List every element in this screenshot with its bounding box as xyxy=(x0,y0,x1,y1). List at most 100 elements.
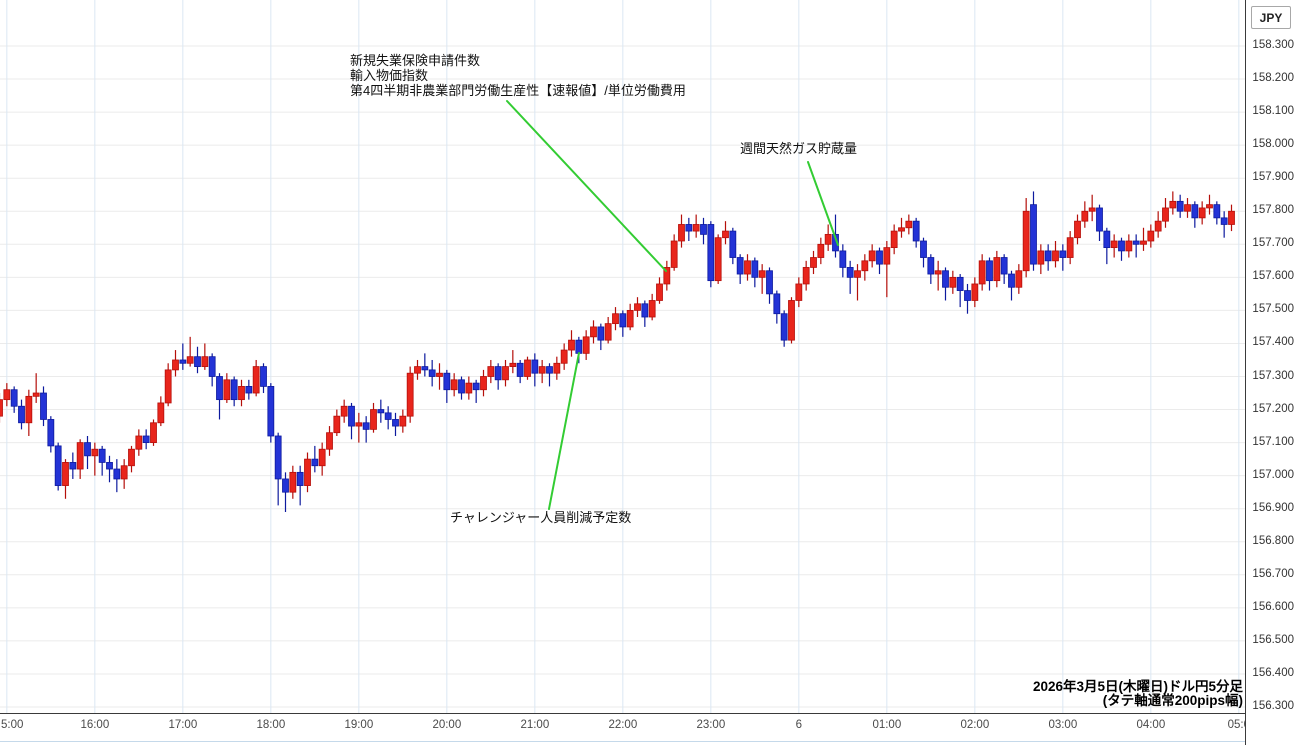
time-axis-label: 04:00 xyxy=(1136,719,1166,731)
candle-body xyxy=(98,448,106,463)
candle-body xyxy=(597,326,605,341)
candle-body xyxy=(516,362,524,377)
price-axis-label: 158.000 xyxy=(1252,138,1294,151)
candle-body xyxy=(1213,204,1221,219)
candle-body xyxy=(876,250,883,265)
candle-body xyxy=(810,257,817,268)
price-axis-label: 157.400 xyxy=(1252,336,1294,349)
candle-body xyxy=(758,270,766,278)
candle-body xyxy=(722,230,729,239)
candle-body xyxy=(106,462,113,470)
price-axis-label: 156.800 xyxy=(1252,534,1294,547)
price-axis-label: 156.600 xyxy=(1252,600,1294,613)
candle-body xyxy=(1000,257,1008,275)
candle-body xyxy=(120,465,128,480)
price-axis-label: 157.700 xyxy=(1252,237,1294,250)
candle-body xyxy=(538,366,546,374)
candle-body xyxy=(1140,240,1147,245)
candle-body xyxy=(788,300,795,341)
candle-body xyxy=(76,442,84,470)
candle-body xyxy=(326,432,333,450)
candle-body xyxy=(384,412,392,420)
candle-body xyxy=(986,260,993,282)
candle-body xyxy=(1088,207,1096,212)
candle-body xyxy=(1191,204,1199,219)
price-axis-label: 157.800 xyxy=(1252,204,1294,217)
price-axis-panel: JPY 158.300 158.200 158.100 158.000 157.900 1… xyxy=(1245,0,1300,745)
candle-body xyxy=(465,382,473,394)
candle-body xyxy=(1162,207,1169,222)
price-axis-label: 157.600 xyxy=(1252,270,1294,283)
currency-label: JPY xyxy=(1259,10,1283,25)
candle-body xyxy=(47,419,55,447)
price-axis-label: 156.500 xyxy=(1252,633,1294,646)
candle-body xyxy=(780,313,788,341)
candle-body xyxy=(1169,200,1177,209)
candle-body xyxy=(927,257,935,275)
chart-caption-line1: 2026年3月5日(木曜日)ドル円5分足 xyxy=(1032,679,1243,694)
candle-body xyxy=(230,379,238,401)
candle-body xyxy=(245,386,253,394)
candle-body xyxy=(62,462,69,486)
candle-body xyxy=(934,270,942,275)
candle-body xyxy=(1228,210,1235,225)
candle-body xyxy=(802,267,810,285)
candle-body xyxy=(1206,204,1213,209)
candle-body xyxy=(993,257,1001,282)
candle-body xyxy=(480,376,487,391)
candle-body xyxy=(164,369,172,404)
price-axis-label: 157.200 xyxy=(1252,402,1294,415)
candle-body xyxy=(964,290,971,301)
price-axis-label: 157.900 xyxy=(1252,171,1294,184)
candle-body xyxy=(1066,237,1074,258)
candle-body xyxy=(619,313,627,328)
candle-body xyxy=(942,270,949,288)
candle-body xyxy=(890,230,898,249)
candle-body xyxy=(1022,210,1030,272)
candle-body xyxy=(854,270,861,278)
candle-body xyxy=(333,415,341,434)
price-axis-label: 156.400 xyxy=(1252,666,1294,679)
candle-body xyxy=(641,303,649,318)
candle-body xyxy=(10,389,18,407)
currency-badge: JPY xyxy=(1251,6,1291,29)
candle-body xyxy=(700,224,707,235)
candle-body xyxy=(912,220,920,242)
candle-body xyxy=(458,379,465,394)
event-pointer-line xyxy=(506,100,667,272)
candle-body xyxy=(252,366,260,394)
candle-body xyxy=(670,240,678,268)
time-axis-label: 21:00 xyxy=(520,719,550,731)
candle-body xyxy=(920,240,927,258)
candle-body xyxy=(18,405,25,424)
candle-body xyxy=(157,402,165,424)
candle-body xyxy=(582,336,590,354)
candle-body xyxy=(1184,204,1191,212)
candle-body xyxy=(1220,217,1228,225)
candle-body xyxy=(355,422,363,427)
candle-body xyxy=(678,224,685,242)
time-axis-label: 16:00 xyxy=(80,719,110,731)
candle-body xyxy=(707,224,715,282)
candle-body xyxy=(685,224,693,232)
candle-body xyxy=(883,247,891,265)
candle-body xyxy=(414,366,421,374)
time-axis-line xyxy=(0,713,1246,714)
candle-body xyxy=(824,233,832,245)
event-pointer-line xyxy=(807,161,839,246)
time-axis-label: 20:00 xyxy=(432,719,462,731)
candle-body xyxy=(978,260,986,285)
candle-body xyxy=(861,260,869,272)
price-axis-label: 158.200 xyxy=(1252,72,1294,85)
candle-body xyxy=(1074,220,1081,239)
candle-body xyxy=(663,267,671,285)
price-axis-label: 158.100 xyxy=(1252,105,1294,118)
price-axis-label: 156.700 xyxy=(1252,567,1294,580)
candle-body xyxy=(1052,250,1059,262)
candle-body xyxy=(494,366,502,381)
candle-body xyxy=(0,399,3,417)
candle-body xyxy=(216,376,223,401)
candle-body xyxy=(1015,270,1023,288)
candle-body xyxy=(260,366,267,387)
